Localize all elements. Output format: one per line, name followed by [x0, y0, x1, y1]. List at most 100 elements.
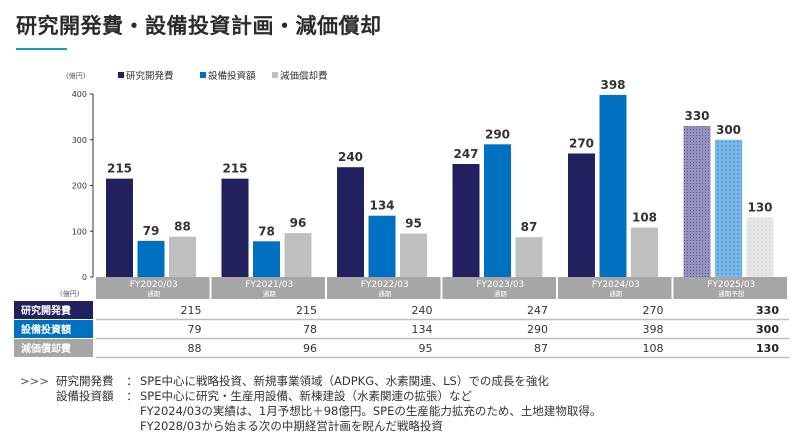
x-tick-label: FY2022/03 [361, 280, 409, 290]
legend-label: 研究開発費 [126, 70, 174, 82]
table-cell: 398 [643, 323, 664, 336]
y-tick-label: 200 [72, 182, 87, 191]
table-cell: 96 [303, 342, 317, 355]
table-cell: 215 [296, 304, 317, 317]
bar-depreciation [515, 237, 543, 277]
bar-rd [452, 163, 480, 277]
data-label: 247 [453, 147, 478, 161]
table-cell: 108 [643, 342, 664, 355]
triple-chevron-icon: >>> [20, 374, 49, 388]
bar-depreciation [631, 227, 658, 277]
x-tick-label: FY2021/03 [245, 280, 293, 290]
data-label: 134 [369, 199, 394, 213]
y-tick-label: 0 [82, 273, 87, 282]
data-label: 215 [107, 162, 132, 176]
x-tick-sublabel: 通期予想 [718, 289, 745, 298]
data-label: 108 [632, 211, 657, 225]
legend-label: 減価償却費 [280, 70, 328, 82]
y-tick-label: 400 [72, 90, 87, 99]
bar-capex [484, 144, 511, 277]
y-tick-label: 100 [72, 227, 87, 236]
legend-label: 設備投資額 [208, 70, 256, 82]
table-cell: 240 [412, 304, 433, 317]
row-header [14, 339, 93, 357]
data-label: 398 [600, 78, 625, 92]
y-tick-label: 300 [72, 136, 87, 145]
data-label: 95 [405, 217, 422, 231]
note-text: SPE中心に戦略投資、新規事業領域（ADPKG、水素関連、LS）での成長を強化 [140, 374, 549, 388]
note-label: 設備投資額 [56, 389, 114, 403]
table-cell: 330 [756, 304, 779, 317]
table-cell: 87 [534, 342, 548, 355]
bar-rd [568, 153, 595, 277]
bar-rd [337, 167, 364, 277]
row-label: 研究開発費 [21, 304, 71, 317]
data-label: 300 [716, 123, 741, 137]
category-header [327, 277, 441, 299]
x-tick-label: FY2024/03 [592, 280, 640, 290]
bar-capex [599, 94, 627, 277]
table-cell: 78 [303, 323, 317, 336]
bar-depreciation [400, 233, 427, 277]
data-label: 79 [143, 224, 160, 238]
note-row-rd: >>> 研究開発費 ： SPE中心に戦略投資、新規事業領域（ADPKG、水素関連… [20, 374, 549, 388]
note-text: FY2024/03の実績は、1月予想比＋98億円。SPEの生産能力拡充のため、土… [140, 404, 602, 418]
bar-capex [253, 241, 280, 277]
data-label: 240 [338, 150, 363, 164]
row-label: 減価償却費 [21, 342, 71, 355]
category-header [558, 277, 672, 299]
bar-depreciation [284, 233, 312, 277]
table-cell: 247 [527, 304, 548, 317]
note-row-capex: 設備投資額 ： SPE中心に研究・生産用設備、新棟建設（水素関連の拡張）など [56, 389, 472, 403]
x-tick-label: FY2020/03 [130, 280, 178, 290]
bar-depreciation [746, 217, 774, 277]
bar-capex [368, 215, 396, 277]
bars: 215 79 88 215 78 96 240 134 95 247 290 87 270 398 108 3… [106, 78, 774, 278]
x-tick-label: FY2023/03 [476, 280, 524, 290]
legend-swatch [272, 72, 278, 78]
x-tick-sublabel: 通期 [263, 289, 277, 298]
x-tick-sublabel: 通期 [494, 289, 508, 298]
data-label: 87 [521, 220, 538, 234]
data-label: 78 [258, 224, 275, 238]
data-label: 88 [174, 220, 191, 234]
note-continuation: FY2028/03から始まる次の中期経営計画を睨んだ戦略投資 [20, 419, 601, 434]
table-cell: 95 [419, 342, 433, 355]
data-label: 270 [569, 136, 594, 150]
data-label: 96 [290, 216, 307, 230]
bar-capex [715, 139, 742, 277]
note-text: SPE中心に研究・生産用設備、新棟建設（水素関連の拡張）など [140, 389, 472, 403]
x-tick-sublabel: 通期 [609, 289, 623, 298]
note-text: FY2028/03から始まる次の中期経営計画を睨んだ戦略投資 [140, 419, 443, 433]
y-axis: 0 100 200 300 400 [72, 90, 94, 282]
table-cell: 215 [181, 304, 202, 317]
table-cell: 130 [756, 342, 779, 355]
table-unit-label: (億円) [60, 289, 80, 298]
bar-rd [221, 178, 249, 277]
note-label: 研究開発費 [56, 374, 114, 388]
data-label: 215 [222, 162, 247, 176]
category-header [673, 277, 787, 299]
title-underline [16, 48, 67, 50]
data-label: 130 [747, 201, 772, 215]
legend-swatch [118, 72, 124, 78]
row-header [14, 301, 93, 319]
table-cell: 290 [527, 323, 548, 336]
table-cell: 88 [188, 342, 202, 355]
category-header [96, 277, 210, 299]
bar-capex [137, 240, 165, 277]
x-tick-sublabel: 通期 [378, 289, 392, 298]
note-continuation: FY2024/03の実績は、1月予想比＋98億円。SPEの生産能力拡充のため、土… [20, 404, 601, 419]
bar-rd [106, 178, 133, 277]
x-tick-label: FY2025/03 [707, 280, 755, 290]
data-table: FY2020/03通期FY2021/03通期FY2022/03通期FY2023/… [14, 277, 789, 359]
table-cell: 79 [188, 323, 202, 336]
table-cell: 270 [643, 304, 664, 317]
bar-depreciation [169, 236, 196, 277]
data-label: 290 [485, 127, 510, 141]
legend-swatch [200, 72, 206, 78]
y-unit-label: (億円) [66, 71, 86, 80]
legend: 研究開発費 設備投資額 減価償却費 [118, 70, 328, 82]
notes: >>> 研究開発費 ： SPE中心に戦略投資、新規事業領域（ADPKG、水素関連… [20, 374, 601, 434]
